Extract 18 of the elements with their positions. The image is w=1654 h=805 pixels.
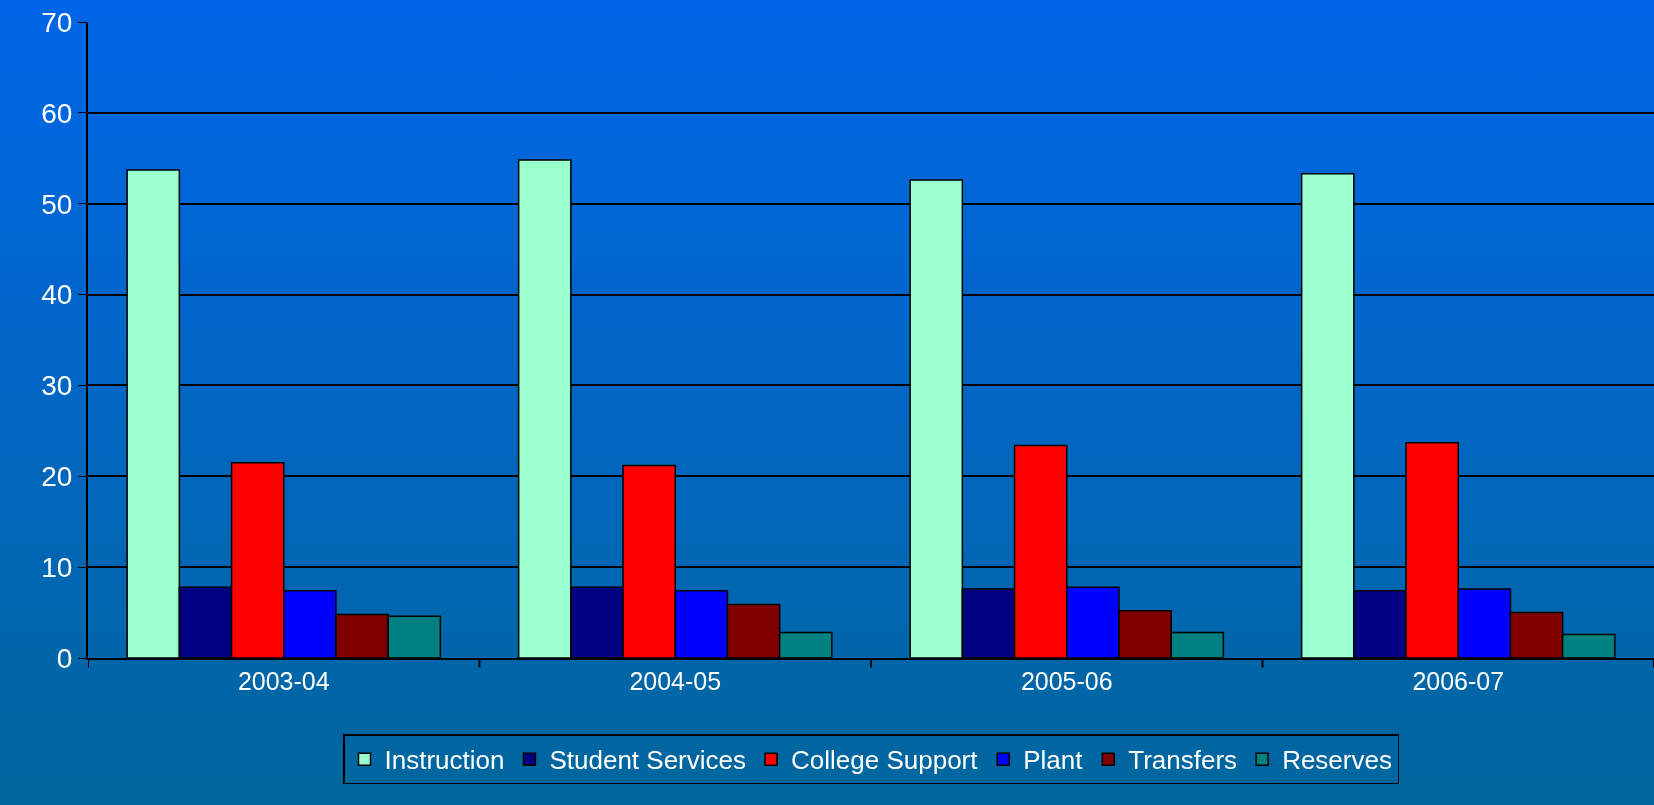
legend-label: Student Services <box>549 745 747 776</box>
legend-label: Reserves <box>1282 745 1392 776</box>
y-tick-label: 60 <box>41 97 73 129</box>
legend-label: Transfers <box>1128 745 1238 776</box>
y-tick-label: 40 <box>41 279 73 311</box>
x-tick-label: 2006-07 <box>1412 667 1505 695</box>
x-tick-label: 2005-06 <box>1020 667 1113 695</box>
x-tick-label: 2004-05 <box>629 667 722 695</box>
x-tick-label: 2003-04 <box>237 667 330 695</box>
y-tick-label: 30 <box>41 370 73 402</box>
legend-label: Plant <box>1023 745 1084 776</box>
y-tick-label: 0 <box>56 642 73 674</box>
y-tick-label: 50 <box>41 188 73 220</box>
legend-label: Instruction <box>384 745 505 776</box>
legend-label: College Support <box>791 745 979 776</box>
y-tick-label: 10 <box>41 551 73 583</box>
y-tick-label: 20 <box>41 461 73 493</box>
y-tick-label: 70 <box>41 6 73 38</box>
